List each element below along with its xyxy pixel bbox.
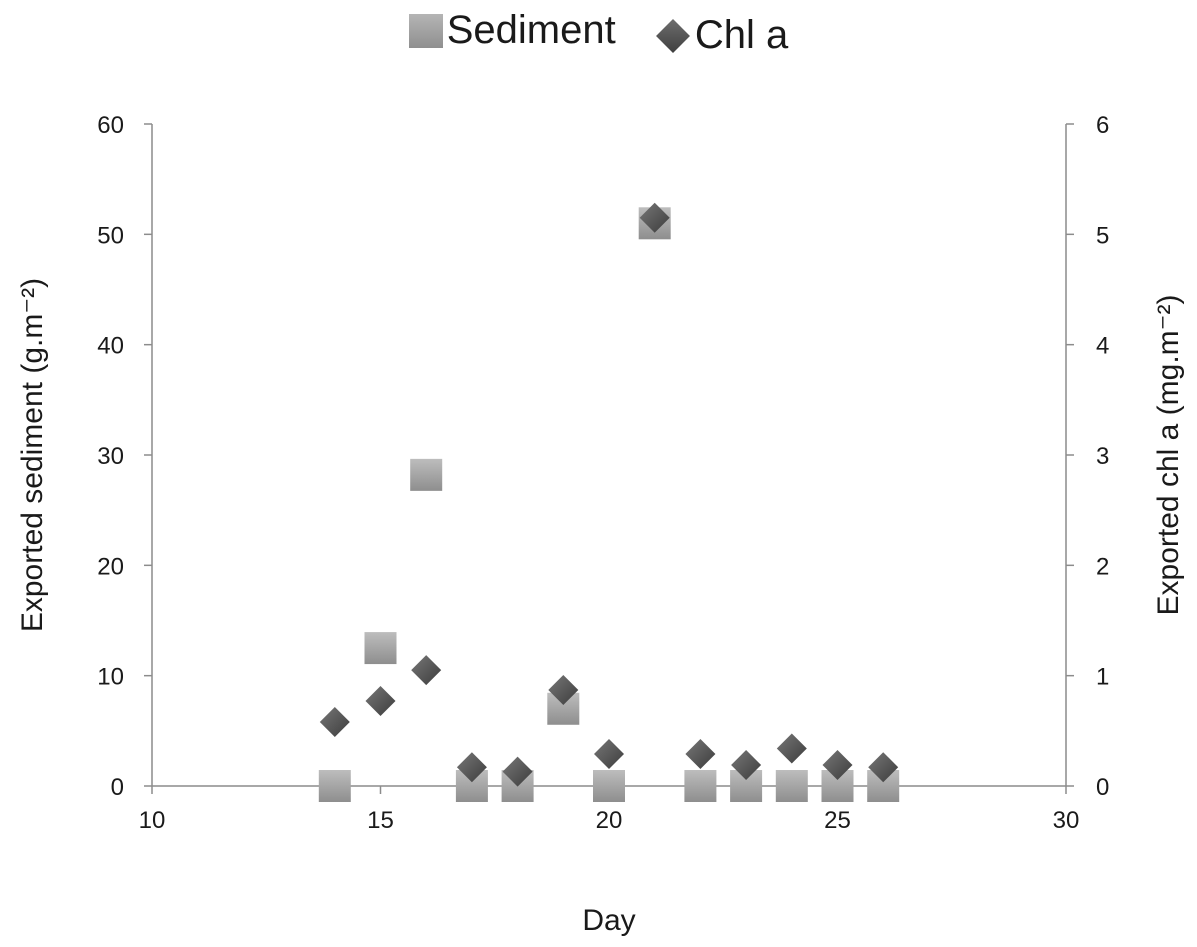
chla-point [731,750,762,781]
y-tick-label: 20 [97,553,124,580]
legend-label-chla: Chl a [694,13,789,57]
y2-tick-label: 5 [1096,222,1109,249]
y-tick-label: 10 [97,664,124,691]
y2-tick-label: 1 [1096,664,1109,691]
legend-label-sediment: Sediment [446,8,616,52]
chart-legend: Sediment Chl a [0,8,1197,58]
chla-point [502,756,533,787]
chla-point [594,739,624,770]
y-tick-label: 30 [97,443,124,470]
y-tick-label: 50 [97,222,124,249]
sediment-point [364,632,397,665]
y-tick-label: 0 [111,774,124,801]
y-tick-label: 60 [97,112,124,139]
chla-point [548,675,579,706]
x-tick-label: 25 [824,807,851,834]
sediment-point [593,770,625,802]
y2-tick-label: 0 [1096,774,1109,801]
sediment-point [684,770,717,802]
sediment-point [410,458,443,491]
x-tick-label: 20 [596,807,623,834]
sediment-point [318,770,351,802]
legend-square-marker-icon [408,13,443,48]
legend-item-chla: Chl a [655,13,788,58]
chla-point [776,733,807,764]
x-tick-label: 10 [139,807,166,834]
y2-axis-title: Exported chl a (mg.m⁻²) [1152,295,1185,616]
chla-point [365,686,396,717]
y2-tick-label: 4 [1096,333,1109,360]
y-axis-title: Exported sediment (g.m⁻²) [16,278,49,632]
x-axis-title: Day [582,904,635,937]
chla-point [868,752,899,783]
x-tick-label: 30 [1053,807,1080,834]
chla-point [822,750,853,781]
chla-point [319,707,350,738]
chla-point [411,655,442,686]
y2-tick-label: 2 [1096,553,1109,580]
chla-point [456,752,487,783]
legend-item-sediment: Sediment [408,8,616,53]
axes-group: 0 10 20 30 40 50 60 0 1 2 3 4 5 6 10 15 20 25 30 [97,112,1109,834]
chla-point [685,739,716,770]
marks-group [318,202,900,802]
sediment-point [775,770,808,802]
x-tick-label: 15 [367,807,394,834]
chla-point [639,202,670,233]
y-tick-label: 40 [97,333,124,360]
y2-tick-label: 6 [1096,112,1109,139]
y2-tick-label: 3 [1096,443,1109,470]
